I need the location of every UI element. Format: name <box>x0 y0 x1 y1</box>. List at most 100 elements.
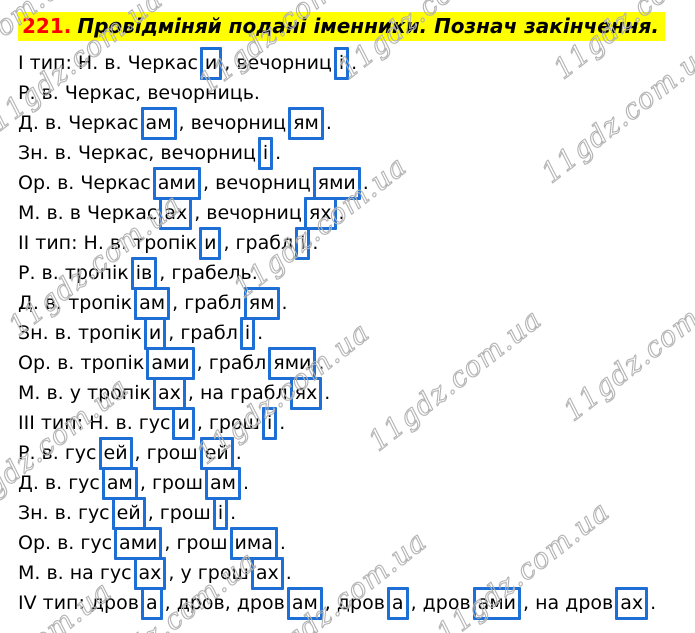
text-segment: , грош <box>196 412 260 434</box>
ending-box: ей <box>111 497 146 530</box>
answer-line: М. в. на гус ах, у грош ах. <box>18 557 695 590</box>
ending-box: ями <box>312 167 361 200</box>
ending-box: и <box>199 47 223 80</box>
ending-box: ах <box>615 587 649 620</box>
text-segment: І тип: Н. в. Черкас <box>18 52 198 74</box>
text-segment: IV тип: дров <box>18 592 139 614</box>
text-segment: . <box>324 382 331 404</box>
text-segment: , грабл <box>196 352 267 374</box>
ending-box: ам <box>101 467 138 500</box>
answer-line: Р. в. тропік ів, грабель. <box>18 257 695 290</box>
text-segment: . <box>279 532 286 554</box>
ending-box: ях <box>289 377 323 410</box>
ending-box: ах <box>250 557 284 590</box>
text-segment: Д. в. тропік <box>18 292 133 314</box>
answer-line: Д. в. Черкас ам, вечорниц ям. <box>18 107 695 140</box>
ending-box: і <box>295 227 311 260</box>
ending-box: ах <box>159 197 193 230</box>
ending-box: ей <box>98 437 133 470</box>
text-segment: , грош <box>134 442 198 464</box>
answer-line: М. в. в Черкас ах, вечорниц ях. <box>18 197 695 230</box>
answer-line: Зн. в. гус ей, грош і. <box>18 497 695 530</box>
ending-box: ам <box>134 287 171 320</box>
exercise-content: 221. Провідміняй подані іменники. Познач … <box>18 0 695 620</box>
ending-box: ів <box>130 257 158 290</box>
text-segment: , дров, дров <box>164 592 285 614</box>
text-segment: . <box>362 172 369 194</box>
ending-box: и <box>172 407 195 440</box>
answer-line: Ор. в. тропік ами, грабл ями. <box>18 347 695 380</box>
exercise-title: 221. Провідміняй подані іменники. Познач … <box>18 12 665 41</box>
text-segment: , дров <box>410 592 471 614</box>
ending-box: ей <box>199 437 234 470</box>
text-segment: Д. в. Черкас <box>18 112 139 134</box>
ending-box: ями <box>268 347 317 380</box>
text-segment: Ор. в. Черкас <box>18 172 151 194</box>
exercise-task-text: Провідміняй подані іменники. Познач закі… <box>77 14 659 38</box>
ending-box: ами <box>472 587 521 620</box>
answer-line: М. в. у тропік ах, на грабл ях. <box>18 377 695 410</box>
ending-box: ами <box>152 167 202 200</box>
text-segment: Д. в. гус <box>18 472 100 494</box>
exercise-number: 221. <box>22 14 72 38</box>
text-segment: Р. в. гус <box>18 442 97 464</box>
answer-line: Зн. в. Черкас, вечорниц і. <box>18 137 695 170</box>
text-segment: . <box>325 112 332 134</box>
ending-box: ах <box>152 377 186 410</box>
text-segment: . <box>257 322 264 344</box>
text-segment: М. в. на гус <box>18 562 132 584</box>
text-segment: . <box>338 202 345 224</box>
text-segment: . <box>312 232 319 254</box>
answer-line: Р. в. Черкас, вечорниць. <box>18 78 695 108</box>
answer-line: ІІІ тип: Н. в. гус и, грош і. <box>18 407 695 440</box>
text-segment: , вечорниц <box>194 202 302 224</box>
text-segment: , дров <box>324 592 385 614</box>
text-segment: . <box>650 592 657 614</box>
ending-box: има <box>229 527 278 560</box>
text-segment: . <box>230 502 237 524</box>
ending-box: ям <box>288 107 324 140</box>
ending-box: ам <box>205 467 241 500</box>
text-segment: . <box>351 52 358 74</box>
ending-box: ам <box>140 107 177 140</box>
text-segment: Ор. в. гус <box>18 532 113 554</box>
text-segment: , грош <box>139 472 203 494</box>
text-segment: . <box>285 562 292 584</box>
text-segment: . <box>275 142 282 164</box>
ending-box: ям <box>243 287 280 320</box>
answer-lines: І тип: Н. в. Черкас и, вечорниц і. Р. в. Че… <box>18 47 695 620</box>
answer-line: І тип: Н. в. Черкас и, вечорниц і. <box>18 47 695 80</box>
text-segment: . <box>235 442 242 464</box>
text-segment: , вечорниц <box>224 52 332 74</box>
ending-box: ам <box>286 587 323 620</box>
ending-box: и <box>199 227 222 260</box>
text-segment: , на дров <box>523 592 614 614</box>
text-segment: , грош <box>147 502 211 524</box>
text-segment: , вечорниц <box>203 172 311 194</box>
text-segment: , грабл <box>172 292 242 314</box>
text-segment: , грош <box>164 532 228 554</box>
text-segment: Зн. в. гус <box>18 502 110 524</box>
ending-box: ях <box>303 197 337 230</box>
text-segment: М. в. у тропік <box>18 382 151 404</box>
ending-box: і <box>212 497 229 530</box>
text-segment: . <box>281 292 288 314</box>
ending-box: и <box>143 317 167 350</box>
text-segment: , грабл <box>223 232 294 254</box>
answer-line: Д. в. гус ам, грош ам. <box>18 467 695 500</box>
answer-line: Р. в. гус ей, грош ей. <box>18 437 695 470</box>
text-segment: ІІІ тип: Н. в. гус <box>18 412 171 434</box>
ending-box: а <box>386 587 409 620</box>
text-segment: , у грош <box>168 562 249 584</box>
text-segment: , вечорниц <box>178 112 287 134</box>
text-segment: Зн. в. тропік <box>18 322 142 344</box>
text-segment: , на грабл <box>187 382 288 404</box>
text-segment: Р. в. Черкас, вечорниць. <box>18 82 260 104</box>
ending-box: і <box>333 47 350 80</box>
ending-box: ах <box>133 557 167 590</box>
text-segment: Ор. в. тропік <box>18 352 145 374</box>
text-segment: ІІ тип: Н. в. тропік <box>18 232 198 254</box>
text-segment: , грабл <box>168 322 238 344</box>
answer-line: Зн. в. тропік и, грабл і. <box>18 317 695 350</box>
